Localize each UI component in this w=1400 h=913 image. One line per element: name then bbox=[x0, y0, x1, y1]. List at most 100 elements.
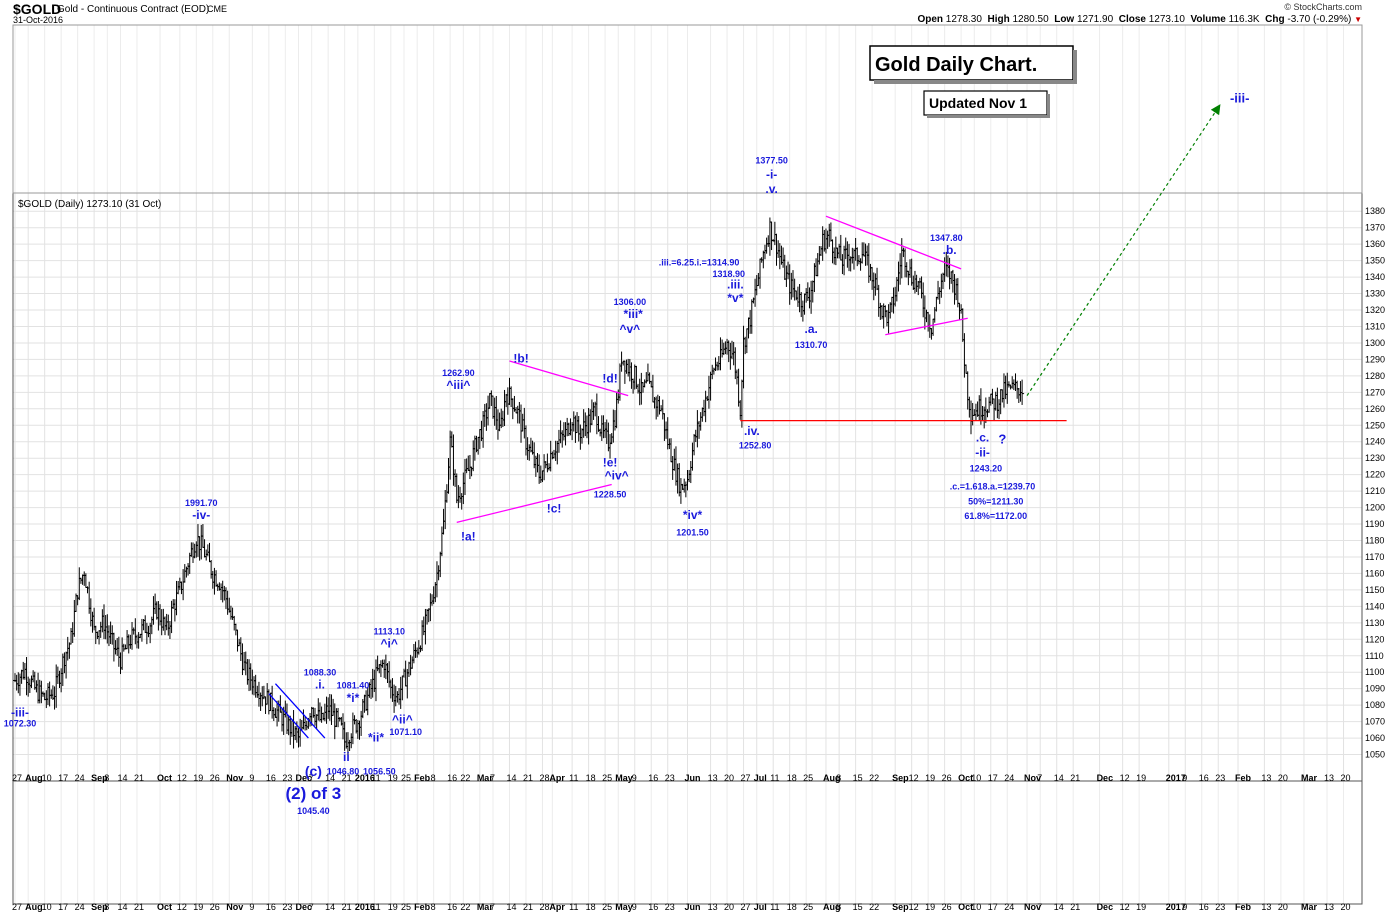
x-tick-label: 15 bbox=[853, 902, 863, 912]
wave-label: !c! bbox=[547, 502, 562, 516]
wave-label: 1306.00 bbox=[614, 297, 647, 307]
chart-header: $GOLD Gold - Continuous Contract (EOD) C… bbox=[0, 0, 1400, 26]
x-tick-label: Feb bbox=[414, 773, 431, 783]
wave-label: 1045.40 bbox=[297, 806, 330, 816]
x-tick-label: 21 bbox=[523, 773, 533, 783]
x-tick-label: Feb bbox=[414, 902, 431, 912]
wave-label: -ii- bbox=[975, 446, 990, 460]
x-tick-label: 21 bbox=[1070, 773, 1080, 783]
y-tick-label: 1100 bbox=[1365, 667, 1384, 677]
wave-label: 1072.30 bbox=[4, 719, 37, 729]
chart-title: Gold Daily Chart. bbox=[875, 54, 1037, 76]
y-tick-label: 1300 bbox=[1365, 338, 1385, 348]
wave-label: 1377.50 bbox=[755, 155, 788, 165]
description: Gold - Continuous Contract (EOD) bbox=[57, 4, 210, 15]
x-tick-label: 20 bbox=[1278, 902, 1288, 912]
wave-label: .i. bbox=[315, 678, 325, 692]
wave-label: 1243.20 bbox=[970, 463, 1003, 473]
y-tick-label: 1190 bbox=[1365, 519, 1384, 529]
x-tick-label: 13 bbox=[1324, 773, 1334, 783]
x-tick-label: 16 bbox=[648, 902, 658, 912]
wave-label: *ii* bbox=[368, 730, 384, 744]
wave-label: 1252.80 bbox=[739, 440, 772, 450]
quote-date: 31-Oct-2016 bbox=[13, 15, 64, 25]
wave-label: ^v^ bbox=[620, 322, 641, 336]
x-tick-label: 17 bbox=[988, 773, 998, 783]
x-tick-label: 21 bbox=[342, 773, 352, 783]
wave-label: 1310.70 bbox=[795, 340, 828, 350]
chart-legend: $GOLD (Daily) 1273.10 (31 Oct) bbox=[18, 199, 161, 210]
x-tick-label: 16 bbox=[266, 773, 276, 783]
x-tick-label: 19 bbox=[193, 773, 203, 783]
trendline bbox=[456, 483, 612, 524]
y-tick-label: 1290 bbox=[1365, 354, 1385, 364]
x-tick-label: 24 bbox=[1004, 773, 1014, 783]
wave-label: 1056.50 bbox=[363, 766, 396, 776]
x-tick-label: 16 bbox=[648, 773, 658, 783]
x-tick-label: 9 bbox=[632, 773, 637, 783]
x-tick-label: 22 bbox=[460, 773, 470, 783]
x-tick-label: 17 bbox=[988, 902, 998, 912]
x-tick-label: 25 bbox=[803, 902, 813, 912]
y-tick-label: 1180 bbox=[1365, 536, 1384, 546]
x-tick-label: 16 bbox=[447, 773, 457, 783]
y-tick-label: 1230 bbox=[1365, 453, 1385, 463]
x-tick-label: 27 bbox=[741, 902, 751, 912]
x-tick-label: 13 bbox=[1261, 773, 1271, 783]
x-tick-label: 10 bbox=[42, 902, 52, 912]
x-tick-label: 14 bbox=[117, 902, 127, 912]
x-tick-label: 25 bbox=[602, 902, 612, 912]
x-tick-label: 23 bbox=[282, 902, 292, 912]
wave-label: .b. bbox=[943, 243, 957, 257]
y-axis-labels: 1050 1060 1070 1080 1090 1100 1110 1120 1130 1140… bbox=[1365, 206, 1385, 759]
x-tick-label: 2017 bbox=[1166, 902, 1186, 912]
x-tick-label: 19 bbox=[1136, 902, 1146, 912]
volume-value: 116.3K bbox=[1228, 14, 1260, 25]
x-tick-label: 18 bbox=[787, 773, 797, 783]
y-tick-label: 1270 bbox=[1365, 387, 1385, 397]
x-tick-label: 12 bbox=[909, 773, 919, 783]
x-tick-label: 22 bbox=[869, 902, 879, 912]
x-tick-label: Feb bbox=[1235, 773, 1252, 783]
wave-label: 1113.10 bbox=[373, 626, 405, 636]
x-tick-label: 13 bbox=[1261, 902, 1271, 912]
x-tick-label: Oct bbox=[958, 773, 973, 783]
x-tick-label: May bbox=[615, 773, 633, 783]
x-tick-label: 14 bbox=[1054, 902, 1064, 912]
y-tick-label: 1090 bbox=[1365, 684, 1385, 694]
wave-label: ^iii^ bbox=[446, 378, 470, 392]
title-box: Gold Daily Chart. bbox=[869, 45, 1077, 84]
x-tick-label: 12 bbox=[177, 773, 187, 783]
x-tick-label: 23 bbox=[665, 773, 675, 783]
x-tick-label: 28 bbox=[539, 773, 549, 783]
x-tick-label: 18 bbox=[787, 902, 797, 912]
subtitle-box: Updated Nov 1 bbox=[923, 90, 1050, 118]
wave-label: ii bbox=[343, 750, 350, 764]
x-tick-label: Nov bbox=[226, 902, 243, 912]
y-tick-label: 1320 bbox=[1365, 305, 1385, 315]
x-tick-label: 15 bbox=[853, 773, 863, 783]
x-tick-label: 27 bbox=[741, 773, 751, 783]
x-tick-label: Nov bbox=[226, 773, 243, 783]
y-tick-label: 1310 bbox=[1365, 321, 1385, 331]
wave-label: 61.8%=1172.00 bbox=[964, 511, 1027, 521]
x-tick-label: 23 bbox=[1215, 902, 1225, 912]
x-tick-label: 18 bbox=[586, 902, 596, 912]
x-tick-label: 8 bbox=[104, 773, 109, 783]
wave-label: .a. bbox=[805, 322, 818, 336]
x-tick-label: Aug bbox=[25, 773, 42, 783]
y-tick-label: 1170 bbox=[1365, 552, 1384, 562]
x-tick-label: Mar bbox=[477, 902, 494, 912]
x-tick-label: 2016 bbox=[355, 902, 375, 912]
x-tick-label: 17 bbox=[58, 773, 68, 783]
x-tick-label: 11 bbox=[569, 773, 578, 783]
x-tick-label: 13 bbox=[708, 773, 718, 783]
chg-down-arrow-icon: ▼ bbox=[1354, 15, 1362, 24]
x-tick-label: Aug bbox=[823, 902, 841, 912]
wave-label: -iii- bbox=[1230, 91, 1250, 106]
trendline bbox=[268, 693, 309, 739]
x-tick-label: 11 bbox=[371, 773, 380, 783]
x-tick-label: 25 bbox=[401, 902, 411, 912]
x-tick-label: 18 bbox=[586, 773, 596, 783]
